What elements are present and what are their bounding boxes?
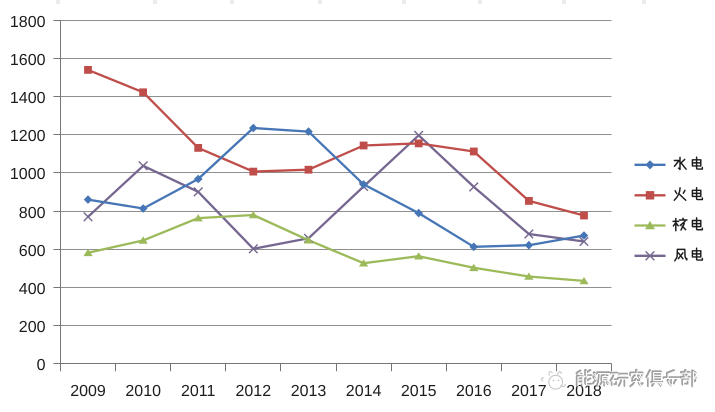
svg-text:1000: 1000	[10, 166, 46, 183]
svg-text:0: 0	[37, 357, 46, 374]
svg-text:1400: 1400	[10, 90, 46, 107]
svg-text:2018: 2018	[566, 383, 602, 400]
svg-text:2012: 2012	[236, 383, 272, 400]
svg-text:1200: 1200	[10, 128, 46, 145]
svg-text:2010: 2010	[125, 383, 161, 400]
svg-text:400: 400	[19, 281, 46, 298]
svg-text:2013: 2013	[291, 383, 327, 400]
svg-text:1800: 1800	[10, 14, 46, 31]
svg-text:2015: 2015	[401, 383, 437, 400]
svg-text:1600: 1600	[10, 52, 46, 69]
svg-text:2014: 2014	[346, 383, 382, 400]
svg-text:200: 200	[19, 319, 46, 336]
svg-text:800: 800	[19, 205, 46, 222]
svg-text:2016: 2016	[456, 383, 492, 400]
svg-text:600: 600	[19, 243, 46, 260]
svg-text:2011: 2011	[181, 383, 216, 400]
svg-text:2009: 2009	[70, 383, 106, 400]
svg-text:2017: 2017	[511, 383, 547, 400]
